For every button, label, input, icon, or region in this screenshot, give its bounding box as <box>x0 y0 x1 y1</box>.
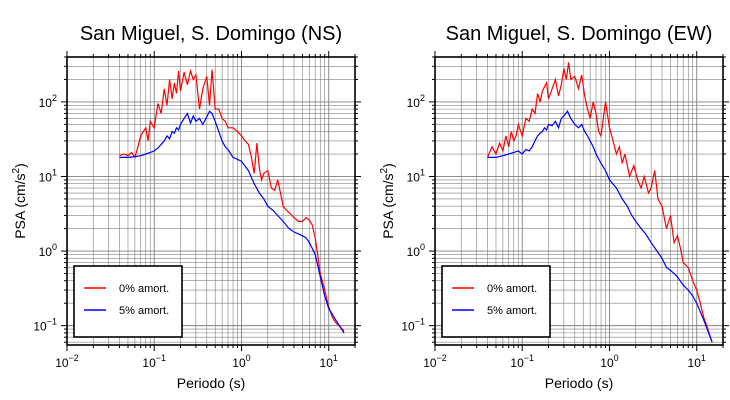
tick-base: 10 <box>407 96 421 110</box>
y-axis-label-superscript: 2 <box>11 167 22 173</box>
legend-label: 5% amort. <box>487 305 537 317</box>
x-tick-label: 100 <box>600 353 618 370</box>
x-tick-label: 101 <box>688 353 706 370</box>
chart-title: San Miguel, S. Domingo (EW) <box>446 23 713 45</box>
tick-exponent: 1 <box>701 353 706 363</box>
tick-base: 10 <box>423 356 437 370</box>
tick-exponent: −1 <box>47 317 57 327</box>
legend-label: 0% amort. <box>119 283 169 295</box>
x-tick-label: 10−1 <box>142 353 166 370</box>
y-axis-label: PSA (cm/s2) <box>11 163 28 239</box>
x-tick-label: 101 <box>320 353 338 370</box>
legend-box <box>441 265 551 338</box>
tick-exponent: 0 <box>246 353 251 363</box>
tick-exponent: −2 <box>437 353 447 363</box>
tick-base: 10 <box>55 356 69 370</box>
series-line-five-percent-damping <box>119 110 345 334</box>
tick-exponent: −1 <box>415 317 425 327</box>
y-tick-label: 10−1 <box>401 317 425 334</box>
legend-label: 5% amort. <box>119 305 169 317</box>
plot-frame <box>434 56 724 346</box>
y-tick-label: 102 <box>407 93 425 110</box>
tick-base: 10 <box>232 356 246 370</box>
tick-base: 10 <box>510 356 524 370</box>
tick-base: 10 <box>39 245 53 259</box>
tick-base: 10 <box>33 320 47 334</box>
y-tick-label: 101 <box>407 167 425 184</box>
y-tick-label: 10−1 <box>33 317 57 334</box>
tick-exponent: 1 <box>52 167 57 177</box>
tick-base: 10 <box>320 356 334 370</box>
y-tick-label: 100 <box>407 242 425 259</box>
tick-marks <box>429 51 729 351</box>
y-axis-label-end: ) <box>12 163 28 168</box>
legend: 0% amort. 5% amort. <box>441 265 551 338</box>
y-axis-label-superscript: 2 <box>379 167 390 173</box>
tick-base: 10 <box>39 170 53 184</box>
tick-base: 10 <box>407 170 421 184</box>
tick-base: 10 <box>688 356 702 370</box>
plot-frame <box>66 56 356 346</box>
series-line-zero-damping <box>119 68 345 332</box>
tick-exponent: −2 <box>69 353 79 363</box>
y-tick-label: 102 <box>39 93 57 110</box>
x-axis-label: Periodo (s) <box>545 375 613 391</box>
tick-exponent: −1 <box>524 353 534 363</box>
legend: 0% amort. 5% amort. <box>73 265 183 338</box>
x-tick-label: 10−2 <box>55 353 79 370</box>
x-tick-label: 10−2 <box>423 353 447 370</box>
tick-exponent: −1 <box>156 353 166 363</box>
tick-base: 10 <box>600 356 614 370</box>
series-line-zero-damping <box>486 62 713 343</box>
tick-base: 10 <box>401 320 415 334</box>
tick-exponent: 1 <box>420 167 425 177</box>
y-axis-label-main: PSA (cm/s <box>12 173 28 238</box>
y-axis-label: PSA (cm/s2) <box>379 163 396 239</box>
tick-exponent: 0 <box>52 242 57 252</box>
legend-box <box>73 265 183 338</box>
tick-marks <box>61 51 361 351</box>
series-line-five-percent-damping <box>487 110 713 343</box>
tick-exponent: 0 <box>420 242 425 252</box>
tick-base: 10 <box>39 96 53 110</box>
tick-exponent: 2 <box>420 93 425 103</box>
y-tick-label: 101 <box>39 167 57 184</box>
y-tick-label: 100 <box>39 242 57 259</box>
tick-base: 10 <box>142 356 156 370</box>
y-axis-label-end: ) <box>380 163 396 168</box>
x-tick-label: 10−1 <box>510 353 534 370</box>
grid-lines <box>66 56 356 345</box>
tick-exponent: 1 <box>333 353 338 363</box>
y-axis-label-main: PSA (cm/s <box>380 173 396 238</box>
tick-exponent: 0 <box>614 353 619 363</box>
x-tick-label: 100 <box>232 353 250 370</box>
tick-exponent: 2 <box>52 93 57 103</box>
tick-base: 10 <box>407 245 421 259</box>
x-axis-label: Periodo (s) <box>177 375 245 391</box>
legend-label: 0% amort. <box>487 283 537 295</box>
chart-title: San Miguel, S. Domingo (NS) <box>80 23 342 45</box>
